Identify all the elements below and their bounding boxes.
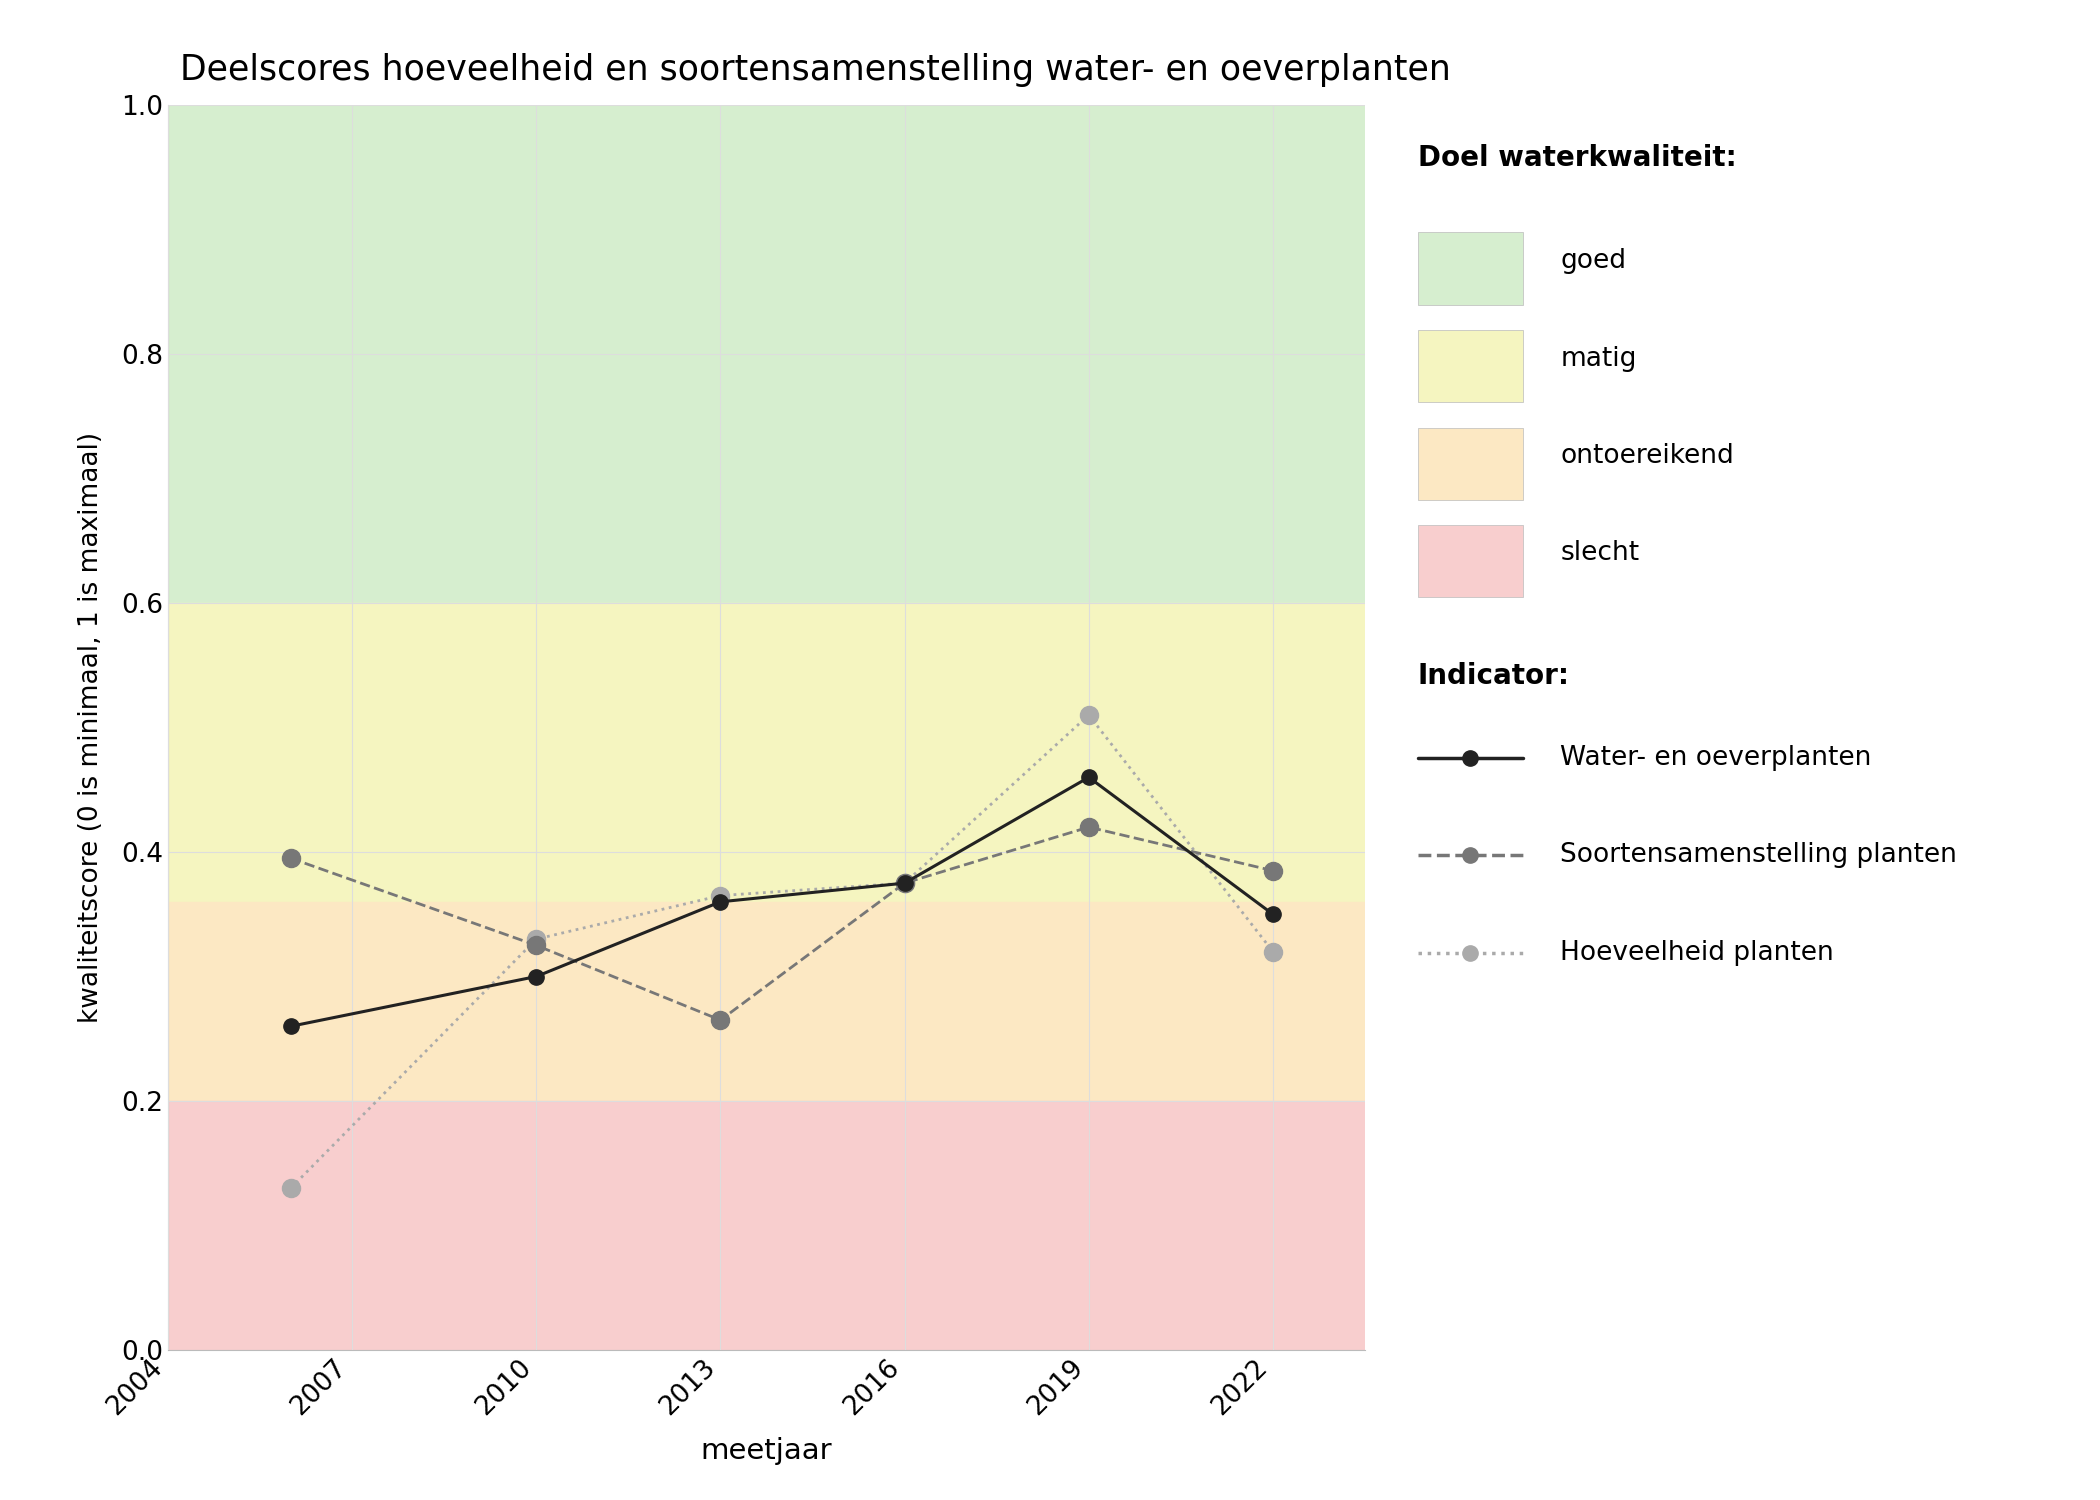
X-axis label: meetjaar: meetjaar (701, 1437, 832, 1466)
Bar (168, 105, 1365, 603)
Bar (168, 902, 1365, 1101)
Text: Soortensamenstelling planten: Soortensamenstelling planten (1560, 842, 1957, 868)
Text: Water- en oeverplanten: Water- en oeverplanten (1560, 744, 1871, 771)
Text: Deelscores hoeveelheid en soortensamenstelling water- en oeverplanten: Deelscores hoeveelheid en soortensamenst… (181, 53, 1451, 87)
Text: Hoeveelheid planten: Hoeveelheid planten (1560, 939, 1833, 966)
Bar (168, 1101, 1365, 1350)
Text: Indicator:: Indicator: (1418, 662, 1569, 690)
Text: goed: goed (1560, 248, 1625, 274)
Text: ontoereikend: ontoereikend (1560, 442, 1735, 470)
Y-axis label: kwaliteitscore (0 is minimaal, 1 is maximaal): kwaliteitscore (0 is minimaal, 1 is maxi… (78, 432, 105, 1023)
Text: slecht: slecht (1560, 540, 1640, 567)
Text: Doel waterkwaliteit:: Doel waterkwaliteit: (1418, 144, 1737, 172)
Bar (168, 603, 1365, 902)
Text: matig: matig (1560, 345, 1636, 372)
